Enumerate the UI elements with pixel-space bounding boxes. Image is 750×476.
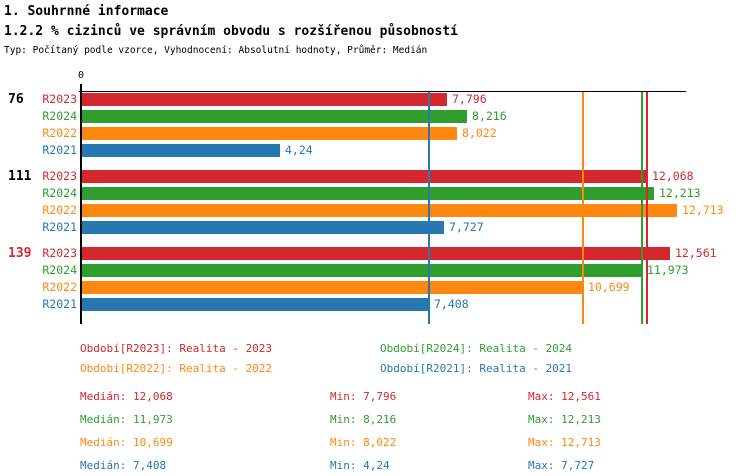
bar-r2024 (82, 110, 467, 123)
series-label: R2024 (42, 263, 77, 277)
series-label: R2022 (42, 280, 77, 294)
bar-r2024 (82, 264, 642, 277)
stat-min-r2021: Min: 4,24 (330, 459, 390, 472)
bar-value-label: 12,713 (682, 203, 724, 217)
stat-median-r2023: Medián: 12,068 (80, 390, 173, 403)
group-label-76: 76 (8, 92, 24, 107)
stat-max-r2023: Max: 12,561 (528, 390, 601, 403)
median-line-r2021 (428, 92, 430, 324)
grouped-bar-chart: 0 76 R2023 7,796 R2024 8,216 R2022 8,022 R2021 4… (8, 70, 724, 324)
x-axis-zero-label: 0 (77, 70, 85, 81)
group-label-111: 111 (8, 169, 32, 184)
series-label: R2022 (42, 203, 77, 217)
series-label: R2024 (42, 109, 77, 123)
bar-r2023 (82, 247, 670, 260)
bar-value-label: 8,022 (462, 126, 497, 140)
bar-value-label: 7,727 (449, 220, 484, 234)
page-subtitle: 1.2.2 % cizinců ve správním obvodu s roz… (4, 24, 458, 39)
bar-value-label: 12,213 (659, 186, 701, 200)
stat-median-r2022: Medián: 10,699 (80, 436, 173, 449)
bar-value-label: 7,796 (452, 92, 487, 106)
stat-min-r2024: Min: 8,216 (330, 413, 397, 426)
bar-r2023 (82, 93, 447, 106)
stat-min-r2022: Min: 8,022 (330, 436, 397, 449)
series-label: R2021 (42, 143, 77, 157)
series-label: R2023 (42, 246, 77, 260)
page-title: 1. Souhrnné informace (4, 4, 169, 19)
bar-value-label: 12,561 (675, 246, 717, 260)
bar-r2021 (82, 221, 444, 234)
series-label: R2021 (42, 220, 77, 234)
series-label: R2023 (42, 169, 77, 183)
bar-r2022 (82, 281, 583, 294)
bar-value-label: 8,216 (472, 109, 507, 123)
legend-item-r2021: Období[R2021]: Realita - 2021 (380, 362, 573, 375)
series-label: R2024 (42, 186, 77, 200)
y-axis-line (80, 84, 82, 324)
bar-value-label: 10,699 (588, 280, 630, 294)
series-label: R2022 (42, 126, 77, 140)
bar-r2022 (82, 204, 677, 217)
stat-median-r2024: Medián: 11,973 (80, 413, 173, 426)
x-axis-line (79, 91, 686, 92)
bar-r2023 (82, 170, 647, 183)
stat-min-r2023: Min: 7,796 (330, 390, 397, 403)
median-line-r2022 (582, 92, 584, 324)
bar-value-label: 4,24 (285, 143, 313, 157)
bar-value-label: 7,408 (434, 297, 469, 311)
stats-table: Medián: 12,068 Min: 7,796 Max: 12,561 Mediá… (80, 391, 740, 472)
legend-item-r2023: Období[R2023]: Realita - 2023 (80, 342, 273, 355)
bar-r2024 (82, 187, 654, 200)
median-line-r2024 (641, 92, 643, 324)
series-label: R2023 (42, 92, 77, 106)
stat-max-r2024: Max: 12,213 (528, 413, 601, 426)
bar-value-label: 11,973 (647, 263, 689, 277)
series-label: R2021 (42, 297, 77, 311)
stat-max-r2021: Max: 7,727 (528, 459, 595, 472)
page-meta: Typ: Počítaný podle vzorce, Vyhodnocení:… (4, 45, 428, 56)
bar-r2021 (82, 298, 429, 311)
bar-r2021 (82, 144, 280, 157)
legend: Období[R2023]: Realita - 2023 Období[R202… (80, 343, 700, 375)
median-line-r2023 (646, 92, 648, 324)
bar-value-label: 12,068 (652, 169, 694, 183)
stat-max-r2022: Max: 12,713 (528, 436, 601, 449)
bar-r2022 (82, 127, 457, 140)
stat-median-r2021: Medián: 7,408 (80, 459, 167, 472)
legend-item-r2022: Období[R2022]: Realita - 2022 (80, 362, 273, 375)
legend-item-r2024: Období[R2024]: Realita - 2024 (380, 342, 573, 355)
group-label-139: 139 (8, 246, 32, 261)
